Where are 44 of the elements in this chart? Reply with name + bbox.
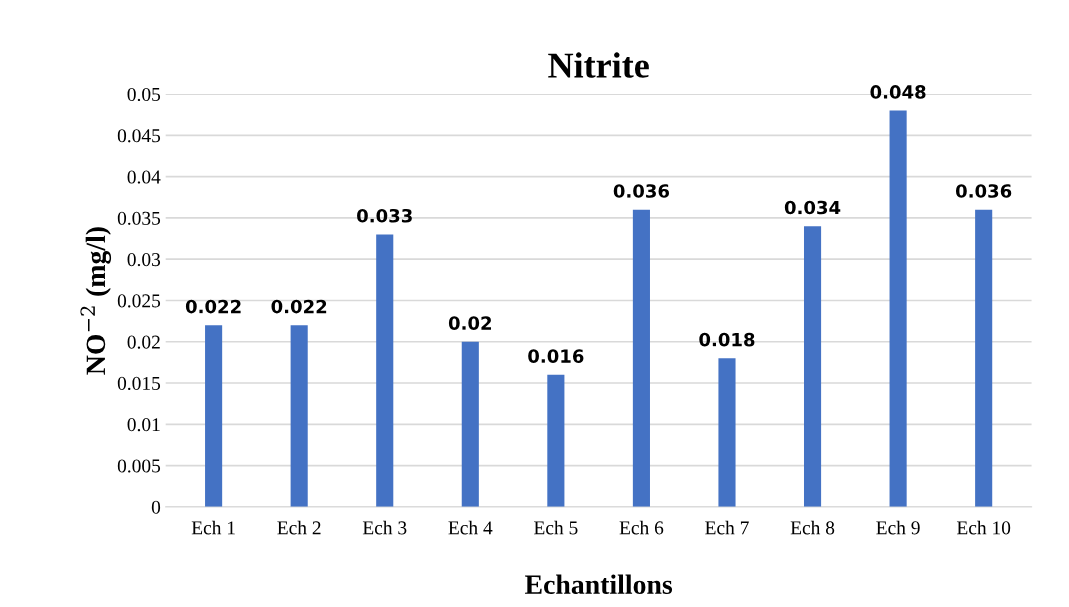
x-tick-label: Ech 8	[790, 520, 835, 535]
chart-title: Nitrite	[548, 52, 649, 78]
bar	[975, 209, 993, 507]
bar	[803, 226, 822, 507]
data-label: 0.018	[699, 332, 755, 347]
bar	[290, 325, 308, 507]
x-tick-label: Ech 3	[362, 520, 407, 535]
bar	[461, 341, 479, 507]
bar	[718, 358, 736, 507]
y-axis-title: NO$^{−2}$ (mg/l)	[80, 227, 112, 375]
y-tick-label: 0.015	[117, 376, 161, 391]
x-tick-label: Ech 4	[448, 520, 493, 535]
data-label: 0.02	[448, 316, 491, 330]
x-tick-label: Ech 7	[705, 520, 749, 535]
bar	[632, 209, 650, 507]
x-tick-label: Ech 10	[956, 520, 1011, 535]
data-label: 0.048	[870, 85, 926, 99]
bar	[547, 374, 565, 507]
y-tick-label: 0	[151, 500, 161, 514]
y-tick-label: 0.05	[127, 87, 161, 102]
data-label: 0.034	[784, 200, 841, 215]
y-tick-label: 0.04	[127, 170, 161, 184]
data-label: 0.036	[613, 184, 670, 198]
x-tick-label: Ech 2	[277, 520, 321, 535]
bar	[205, 325, 223, 507]
x-tick-label: Ech 9	[876, 520, 920, 535]
x-axis-title: Echantillons	[525, 574, 673, 595]
data-label: 0.036	[955, 184, 1012, 198]
y-tick-label: 0.02	[127, 335, 160, 349]
bar	[376, 234, 394, 507]
x-tick-label: Ech 6	[619, 520, 664, 535]
y-tick-label: 0.005	[117, 459, 161, 473]
x-tick-label: Ech 1	[191, 520, 235, 535]
data-label: 0.022	[271, 299, 327, 314]
bar	[889, 110, 907, 507]
x-tick-label: Ech 5	[534, 520, 578, 535]
y-tick-label: 0.01	[127, 418, 160, 432]
y-tick-label: 0.045	[117, 129, 161, 143]
y-tick-label: 0.035	[117, 211, 161, 225]
data-label: 0.016	[528, 349, 584, 363]
data-label: 0.033	[357, 208, 412, 223]
y-tick-label: 0.025	[117, 294, 161, 308]
y-tick-label: 0.03	[127, 253, 161, 267]
data-label: 0.022	[185, 299, 241, 314]
